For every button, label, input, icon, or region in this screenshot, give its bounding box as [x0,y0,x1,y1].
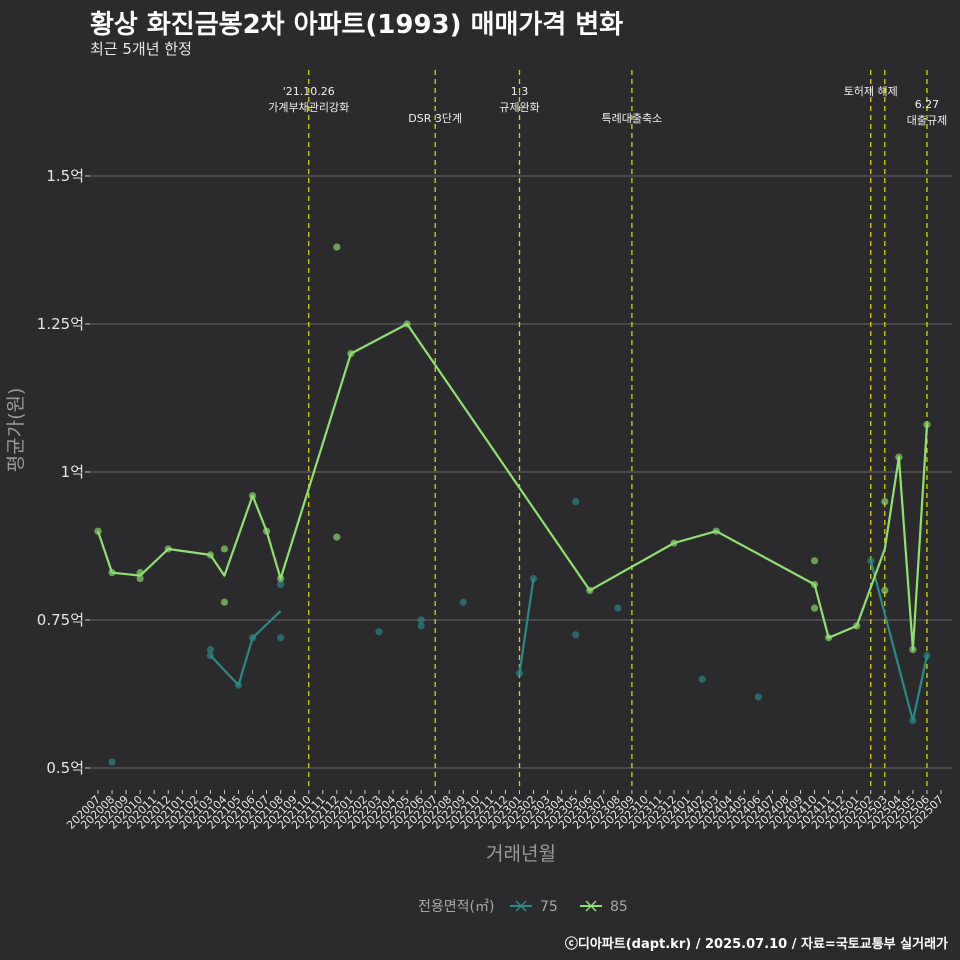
data-point-85 [333,533,341,541]
legend-key-cross-b [515,900,527,912]
data-point-75 [277,580,285,589]
event-label: 특례대출축소 [602,112,663,125]
data-point-85 [333,243,341,251]
data-point-85 [248,492,257,500]
data-point-85 [403,320,411,328]
data-point-75 [614,604,622,612]
data-point-85 [206,551,214,559]
axis-layer: 0.5억0.75억1억1.25억1.5억20200720200820200920… [37,167,946,832]
data-point-75 [754,693,762,701]
data-point-85 [909,646,917,654]
event-label: 규제완화 [499,101,539,114]
data-point-85 [881,498,889,506]
data-point-85 [94,527,102,535]
series-layer [94,243,931,766]
data-point-85 [220,598,229,606]
data-point-85 [923,421,931,429]
data-point-85 [810,604,819,612]
data-point-85 [853,622,861,630]
data-point-75 [248,634,257,642]
data-point-75 [909,717,917,725]
data-point-75 [375,628,383,636]
data-point-75 [234,681,243,689]
y-tick-label: 1.25억 [37,315,84,333]
data-point-75 [698,675,706,683]
legend-label-85: 85 [610,899,628,915]
data-point-85 [108,569,116,577]
event-label: 대출규제 [907,114,947,127]
data-point-75 [417,622,425,630]
data-point-75 [417,616,425,624]
data-point-85 [810,557,819,565]
data-point-85 [586,586,594,595]
data-point-75 [515,669,524,677]
data-point-85 [881,586,889,595]
data-point-75 [923,651,931,660]
data-point-85 [136,574,144,583]
data-point-85 [825,634,833,642]
y-tick-label: 0.75억 [37,611,84,629]
data-point-85 [277,574,285,583]
y-tick-label: 0.5억 [46,759,84,777]
data-point-75 [529,574,538,583]
legend-label-75: 75 [540,899,558,915]
x-axis-label: 거래년월 [486,843,556,865]
event-label: 토허제 해제 [844,84,898,98]
chart-subtitle: 최근 5개년 한정 [90,40,192,58]
data-point-75 [572,631,580,639]
legend-title: 전용면적(㎡) [418,899,494,915]
event-label: 6.27 [915,98,940,111]
data-point-85 [136,569,144,577]
data-point-75 [108,758,116,766]
y-axis-label: 평균가(원) [5,388,27,473]
data-point-75 [206,651,214,660]
data-point-85 [263,527,271,535]
data-point-85 [164,545,172,553]
data-point-85 [810,580,819,589]
data-point-75 [867,557,875,565]
series-line-75 [869,560,929,722]
event-label: 1.3 [511,85,529,98]
y-tick-label: 1억 [61,463,84,481]
y-tick-label: 1.5억 [46,167,84,185]
data-point-85 [220,545,229,553]
data-point-85 [670,539,678,547]
source-caption: ⓒ디아파트(dapt.kr) / 2025.07.10 / 자료=국토교통부 실… [564,937,948,952]
data-point-85 [895,453,903,461]
data-point-75 [277,634,285,642]
grid-layer [90,175,952,769]
data-point-85 [712,527,720,535]
data-point-75 [572,498,580,506]
event-label: 가계부채관리강화 [268,101,349,114]
data-point-75 [206,646,214,654]
data-point-75 [459,598,467,606]
series-line-75 [209,610,282,687]
legend: 전용면적(㎡) 75 85 [418,899,628,915]
chart-title: 황상 화진금봉2차 아파트(1993) 매매가격 변화 [90,10,624,40]
series-line-75 [518,578,535,674]
event-label: DSR 3단계 [408,112,462,125]
event-label: '21.10.26 [283,85,335,98]
data-point-85 [347,350,355,358]
legend-key-cross-b [585,900,597,912]
